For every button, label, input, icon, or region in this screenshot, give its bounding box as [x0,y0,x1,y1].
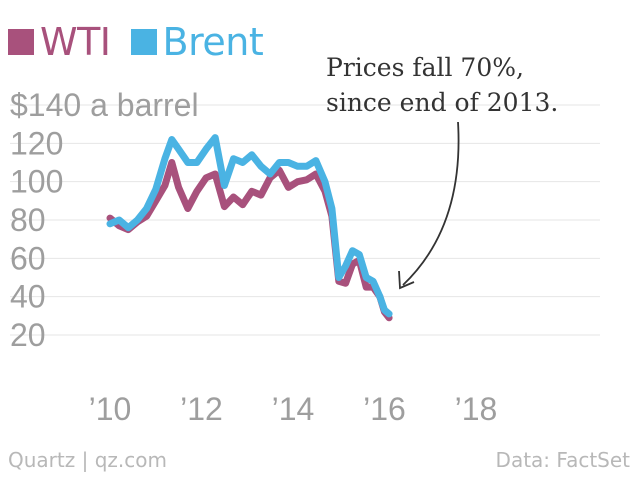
y-tick-label: 100 [10,164,63,200]
annotation-arrowhead [398,270,415,290]
footer-source: Quartz | qz.com [8,448,167,472]
legend-label-brent: Brent [162,20,264,64]
annotation-arrow [402,121,460,286]
x-tick-label: ’14 [272,391,315,427]
legend-label-wti: WTI [40,20,111,64]
annotation-line-1: Prices fall 70%, [326,53,524,82]
y-tick-label: 60 [10,240,46,276]
annotation-line-2: since end of 2013. [326,88,558,117]
series-line-wti [106,159,393,322]
y-tick-label: 20 [10,317,46,353]
legend-swatch-brent [130,29,157,55]
x-tick-label: ’12 [180,391,223,427]
x-tick-label: ’18 [455,391,498,427]
legend-item-wti: WTI [8,23,111,61]
y-tick-label: 120 [10,125,63,161]
y-tick-label: 40 [10,279,46,315]
x-tick-label: ’10 [89,391,132,427]
legend: WTI Brent [8,22,283,62]
annotation: Prices fall 70%, since end of 2013. [326,53,558,290]
legend-swatch-wti [8,29,34,55]
series-lines [106,134,393,322]
series-line-brent [106,134,393,318]
y-axis-unit-label: $140 a barrel [10,87,199,123]
footer-data-credit: Data: FactSet [495,448,630,472]
x-axis-labels: ’10 ’12 ’14 ’16 ’18 [89,391,498,427]
legend-item-brent: Brent [130,20,264,64]
y-tick-label: 80 [10,202,46,238]
x-tick-label: ’16 [363,391,406,427]
grid-lines [10,104,600,336]
